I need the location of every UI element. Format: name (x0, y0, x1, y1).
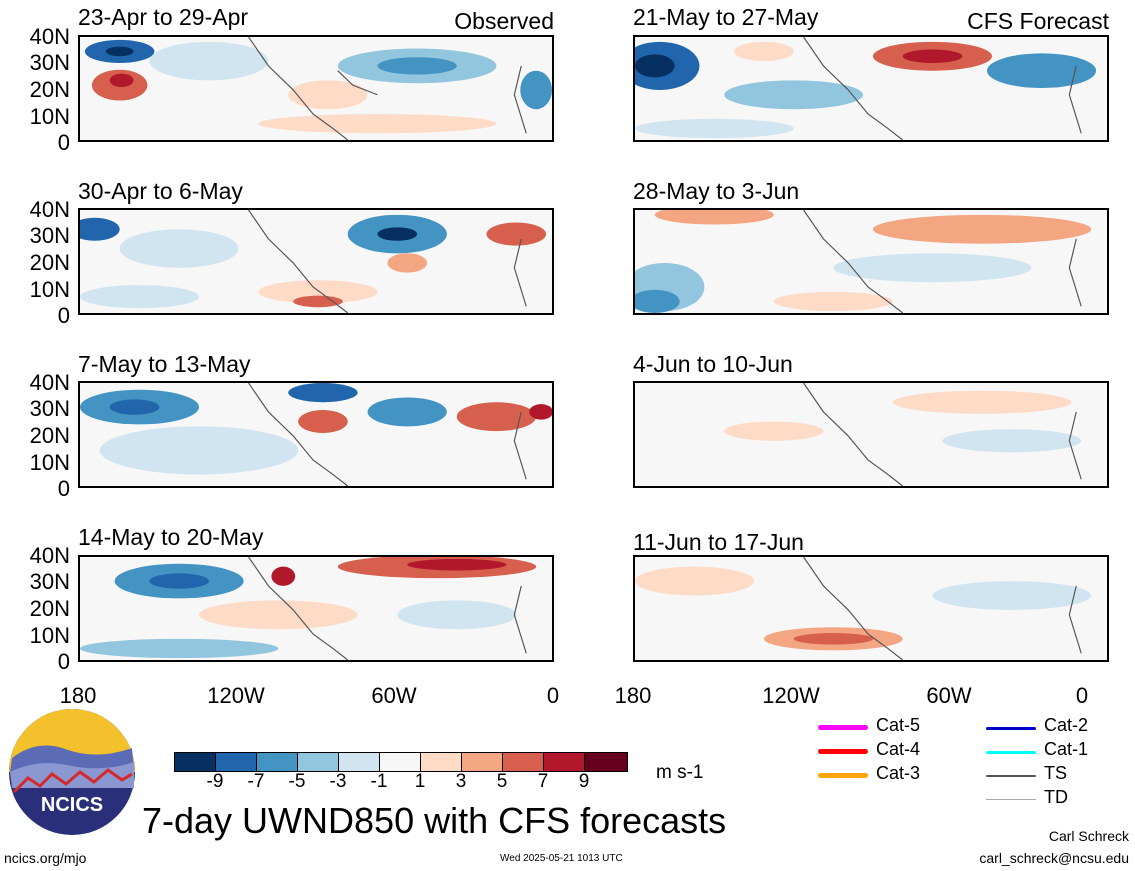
legend-line-cat2 (986, 727, 1036, 730)
panel-tag: CFS Forecast (967, 8, 1109, 34)
anomaly-map (78, 381, 554, 488)
colorbar (174, 752, 628, 772)
colorbar-label: 7 (537, 771, 549, 792)
colorbar-cell (175, 753, 216, 771)
lat-label: 20N (29, 250, 70, 275)
lat-label: 0 (57, 649, 70, 674)
colorbar-cell (585, 753, 627, 771)
lon-label: 180 (59, 683, 97, 708)
lat-label: 20N (29, 596, 70, 621)
panel-title: 7-May to 13-May (78, 351, 251, 377)
legend-label: Cat-5 (876, 715, 921, 735)
legend-line-cat1 (986, 751, 1036, 754)
panel-title: 23-Apr to 29-Apr (78, 4, 249, 30)
legend-label: Cat-2 (1044, 715, 1089, 735)
lon-label: 60W (371, 683, 417, 708)
panel-title: 4-Jun to 10-Jun (633, 351, 793, 377)
main-title: 7-day UWND850 with CFS forecasts (142, 800, 727, 841)
colorbar-cell (257, 753, 298, 771)
lat-label: 0 (57, 303, 70, 328)
lon-label: 60W (926, 683, 972, 708)
footer-url: ncics.org/mjo (4, 850, 87, 866)
lat-label: 40N (29, 543, 70, 568)
lat-label: 30N (29, 50, 70, 75)
lat-label: 40N (29, 24, 70, 49)
colorbar-label: 1 (414, 771, 426, 792)
panel-title: 30-Apr to 6-May (78, 178, 243, 204)
lat-label: 10N (29, 104, 70, 129)
lat-label: 0 (57, 476, 70, 501)
panel-tag: Observed (454, 8, 554, 34)
legend-label: TD (1044, 787, 1068, 807)
colorbar-cell (298, 753, 339, 771)
anomaly-map (78, 35, 554, 142)
colorbar-cell (339, 753, 380, 771)
logo-text: NCICS (41, 794, 103, 816)
colorbar-label: -5 (288, 771, 306, 792)
anomaly-map (633, 381, 1109, 488)
colorbar-units: m s-1 (656, 762, 704, 783)
legend-label: Cat-4 (876, 739, 921, 759)
lat-label: 30N (29, 223, 70, 248)
anomaly-map (633, 208, 1109, 315)
anomaly-map (633, 35, 1109, 142)
colorbar-label: -1 (370, 771, 388, 792)
ncics-logo: NCICS (8, 708, 136, 836)
colorbar-cell (380, 753, 421, 771)
colorbar-label: 9 (578, 771, 590, 792)
colorbar-label: -3 (329, 771, 347, 792)
footer-email: carl_schreck@ncsu.edu (979, 850, 1129, 866)
anomaly-map (633, 555, 1109, 662)
lon-label: 0 (1075, 683, 1089, 708)
colorbar-label: 3 (455, 771, 467, 792)
legend-line-cat3 (818, 773, 868, 778)
colorbar-cell (462, 753, 503, 771)
lat-label: 40N (29, 197, 70, 222)
colorbar-label: -9 (206, 771, 224, 792)
lon-label: 120W (207, 683, 265, 708)
panel-title: 28-May to 3-Jun (633, 178, 800, 204)
legend-label: Cat-3 (876, 763, 921, 783)
lat-label: 0 (57, 130, 70, 155)
lat-label: 40N (29, 370, 70, 395)
legend-line-td (986, 799, 1036, 800)
anomaly-map (78, 555, 554, 662)
lon-label: 120W (762, 683, 820, 708)
footer-author: Carl Schreck (1048, 828, 1129, 844)
lat-label: 10N (29, 277, 70, 302)
anomaly-map (78, 208, 554, 315)
lon-label: 0 (546, 683, 560, 708)
colorbar-cell (216, 753, 257, 771)
lat-label: 30N (29, 569, 70, 594)
lat-label: 20N (29, 423, 70, 448)
lat-label: 10N (29, 450, 70, 475)
legend-label: TS (1044, 763, 1068, 783)
colorbar-cell (421, 753, 462, 771)
lat-label: 10N (29, 623, 70, 648)
panel-title: 11-Jun to 17-Jun (633, 529, 804, 555)
lat-label: 20N (29, 77, 70, 102)
legend-line-ts (986, 775, 1036, 777)
panel-title: 14-May to 20-May (78, 524, 264, 550)
legend-label: Cat-1 (1044, 739, 1089, 759)
colorbar-cell (544, 753, 585, 771)
legend-line-cat5 (818, 725, 868, 730)
legend-line-cat4 (818, 749, 868, 754)
lon-label: 180 (614, 683, 652, 708)
footer-timestamp: Wed 2025-05-21 1013 UTC (500, 853, 623, 864)
colorbar-label: -7 (247, 771, 265, 792)
colorbar-cell (503, 753, 544, 771)
colorbar-label: 5 (496, 771, 508, 792)
panel-title: 21-May to 27-May (633, 4, 819, 30)
lat-label: 30N (29, 396, 70, 421)
